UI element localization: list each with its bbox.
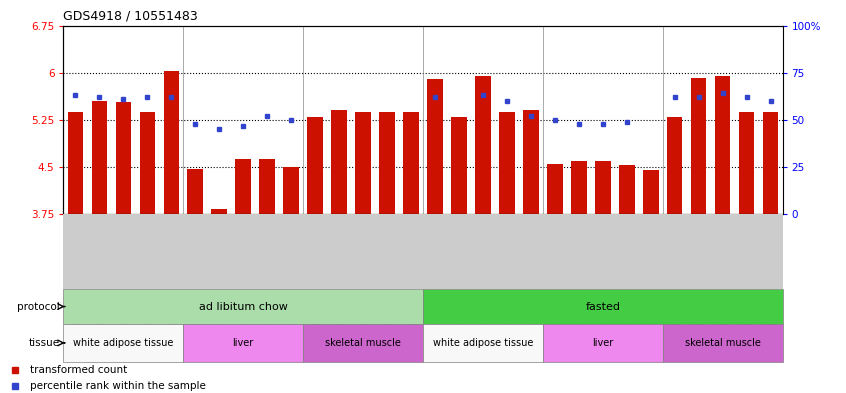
Bar (715, 76, 730, 214)
Bar (619, 165, 634, 214)
Bar (235, 159, 251, 214)
Bar (499, 112, 514, 214)
Bar (643, 169, 658, 214)
Bar (543, 324, 662, 362)
Bar (662, 324, 783, 362)
Text: skeletal muscle: skeletal muscle (684, 338, 761, 348)
Text: ad libitum chow: ad libitum chow (199, 301, 288, 312)
Text: white adipose tissue: white adipose tissue (433, 338, 533, 348)
Bar (355, 112, 371, 214)
Bar (423, 289, 783, 324)
Text: transformed count: transformed count (30, 365, 128, 375)
Bar (763, 112, 778, 214)
Bar (451, 117, 467, 214)
Bar (184, 324, 303, 362)
Bar (116, 102, 131, 214)
Bar (283, 167, 299, 214)
Bar (91, 101, 107, 214)
Bar (571, 161, 586, 214)
Bar (427, 79, 442, 214)
Bar (423, 324, 543, 362)
Bar (595, 161, 611, 214)
Text: percentile rank within the sample: percentile rank within the sample (30, 381, 206, 391)
Text: fasted: fasted (585, 301, 620, 312)
Text: GDS4918 / 10551483: GDS4918 / 10551483 (63, 10, 198, 23)
Bar (332, 110, 347, 214)
Bar (63, 324, 184, 362)
Bar (188, 169, 203, 214)
Bar (667, 117, 683, 214)
Bar (163, 72, 179, 214)
Text: tissue: tissue (29, 338, 60, 348)
Bar (691, 78, 706, 214)
Bar (475, 76, 491, 214)
Text: protocol: protocol (17, 301, 60, 312)
Text: skeletal muscle: skeletal muscle (325, 338, 401, 348)
Bar (379, 112, 395, 214)
Bar (260, 159, 275, 214)
Text: white adipose tissue: white adipose tissue (74, 338, 173, 348)
Bar (523, 110, 539, 214)
Bar (140, 112, 155, 214)
Bar (68, 112, 83, 214)
Bar (547, 164, 563, 214)
Bar (739, 112, 755, 214)
Text: liver: liver (592, 338, 613, 348)
Text: liver: liver (233, 338, 254, 348)
Bar (307, 117, 323, 214)
Bar (63, 289, 423, 324)
Bar (404, 112, 419, 214)
Bar (303, 324, 423, 362)
Bar (212, 209, 227, 214)
